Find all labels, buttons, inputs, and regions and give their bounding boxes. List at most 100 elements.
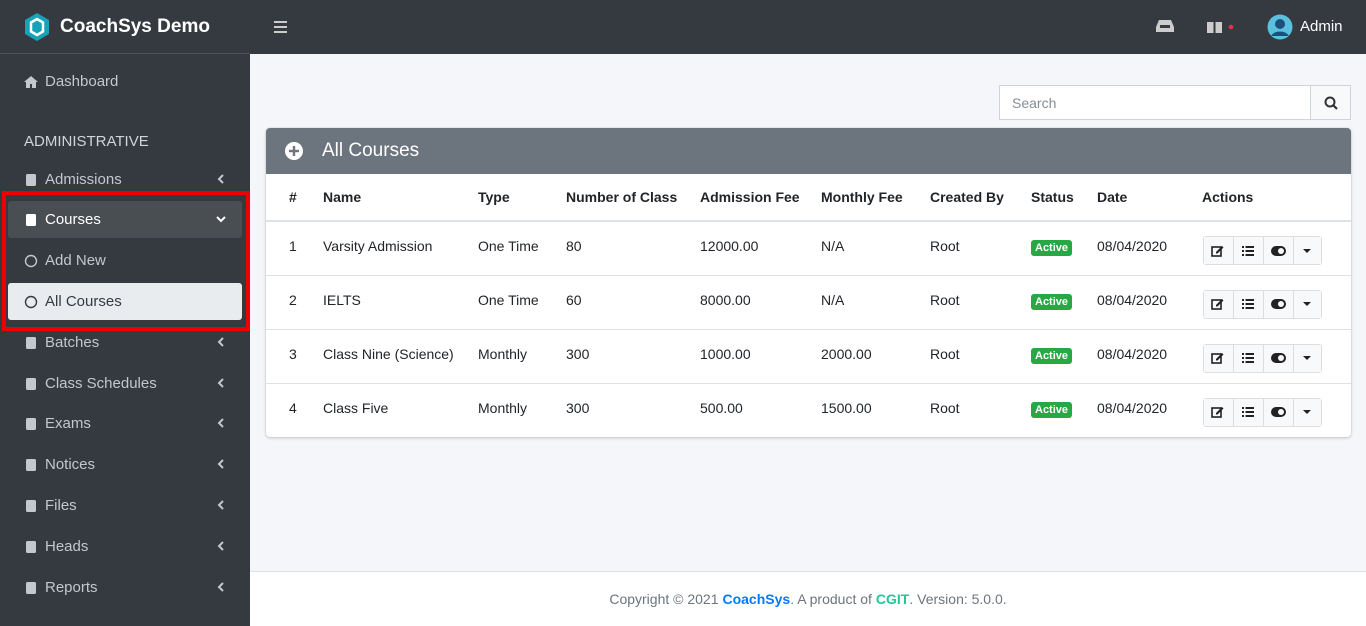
column-header: # [266,174,323,222]
menu-item[interactable]: Notices [8,446,242,483]
dropdown-button[interactable] [1294,237,1321,264]
icon [1242,245,1254,256]
menu-dashboard[interactable]: Dashboard [8,63,242,100]
toggle-button[interactable] [1264,237,1294,264]
table-cell: 08/04/2020 [1097,382,1202,437]
user-name[interactable]: Admin [1300,18,1343,35]
icon [26,540,36,553]
footer: Copyright © 2021 CoachSys . A product of… [250,571,1366,626]
table-cell: 2000.00 [821,328,930,383]
dropdown-button[interactable] [1294,398,1321,426]
menu-item[interactable]: Class Schedules [8,365,242,402]
status-badge: Active [1031,347,1073,364]
courses-card: All Courses # Name Type Number of Class Admi… [266,128,1351,437]
chevron [217,541,224,551]
table-cell: 8000.00 [700,274,821,329]
menu-item[interactable]: Courses [8,201,242,238]
footer-link[interactable]: CoachSys [722,591,791,607]
column-header: Number of Class [566,174,700,222]
edit-button[interactable] [1204,344,1234,372]
search-button[interactable] [1310,86,1350,119]
inbox-icon[interactable] [1156,19,1174,33]
menu-item[interactable]: All Courses [8,283,242,320]
icon [1303,410,1311,414]
menu-item[interactable]: Admissions [8,161,242,198]
chevron [217,337,224,347]
dropdown-button[interactable] [1294,290,1321,318]
table-cell: Active [1031,220,1097,275]
table-cell [1202,274,1351,329]
topbar: Admin [250,0,1366,54]
table-cell: One Time [478,274,566,329]
table-cell: Active [1031,328,1097,383]
menu-item[interactable]: Heads [8,528,242,565]
menu-item[interactable]: Add New [8,242,242,279]
menu-item[interactable]: Reports [8,569,242,606]
table-cell: N/A [821,274,930,329]
table-cell: Active [1031,382,1097,437]
table-cell: Class Five [323,382,478,437]
table-row: 4 Class Five Monthly 300 500.00 1500.00 Root Ac… [266,382,1351,437]
list-button[interactable] [1234,237,1264,264]
menu-label: Add New [45,252,106,269]
chevron [217,174,224,184]
avatar[interactable] [1267,14,1293,40]
table-cell: 1 [266,220,323,275]
menu-item[interactable]: Files [8,487,242,524]
dropdown-button[interactable] [1294,344,1321,372]
list-button[interactable] [1234,398,1264,426]
table-cell: Root [930,274,1031,329]
footer-link[interactable]: CGIT [875,591,910,607]
menu-label: Heads [45,538,89,555]
table-cell: 4 [266,382,323,437]
table-cell: 2 [266,274,323,329]
chevron [217,418,224,428]
search-box[interactable]: Search [999,85,1351,120]
icon [1242,353,1254,363]
table-body: 1 Varsity Admission One Time 80 12000.00 N/A R… [266,220,1351,437]
table-cell: 08/04/2020 [1097,274,1202,329]
column-header: Actions [1202,174,1351,222]
table-cell: One Time [478,220,566,275]
icon [1211,245,1224,257]
list-button[interactable] [1234,344,1264,372]
edit-button[interactable] [1204,398,1234,426]
table-cell: IELTS [323,274,478,329]
table-row: 2 IELTS One Time 60 8000.00 N/A Root Active 08/0… [266,274,1351,329]
menu-label: All Courses [45,293,122,310]
column-header: Type [478,174,566,222]
brand-name: CoachSys Demo [60,15,210,37]
icon [26,173,36,186]
toggle-button[interactable] [1264,344,1294,372]
table-cell [1202,328,1351,383]
icon [1271,245,1286,256]
menu-label: Class Schedules [45,375,157,392]
table-row: 3 Class Nine (Science) Monthly 300 1000.00 20… [266,328,1351,383]
table-cell: Class Nine (Science) [323,328,478,383]
table-row: 1 Varsity Admission One Time 80 12000.00 N/A R… [266,220,1351,275]
add-icon[interactable] [285,142,303,160]
chevron [217,378,224,388]
menu-label: Notices [45,456,96,473]
menu-toggle[interactable] [274,20,287,33]
footer-text: . A product of [790,591,872,607]
footer-text: . Version: 5.0.0. [909,591,1007,607]
action-buttons [1203,289,1322,319]
toggle-button[interactable] [1264,290,1294,318]
edit-button[interactable] [1204,290,1234,318]
icon [1271,353,1286,363]
icon [24,295,38,308]
brand[interactable]: CoachSys Demo [0,0,250,54]
menu-item[interactable]: Batches [8,324,242,361]
icon [24,75,38,88]
search-input[interactable]: Search [1012,95,1057,111]
edit-button[interactable] [1204,237,1234,264]
toggle-button[interactable] [1264,398,1294,426]
list-button[interactable] [1234,290,1264,318]
menu-item[interactable]: Exams [8,405,242,442]
gift-icon[interactable] [1207,18,1235,34]
menu-label: Reports [45,579,98,596]
table-cell: 3 [266,328,323,383]
footer-text: Copyright © 2021 [609,591,719,607]
icon [26,581,36,594]
